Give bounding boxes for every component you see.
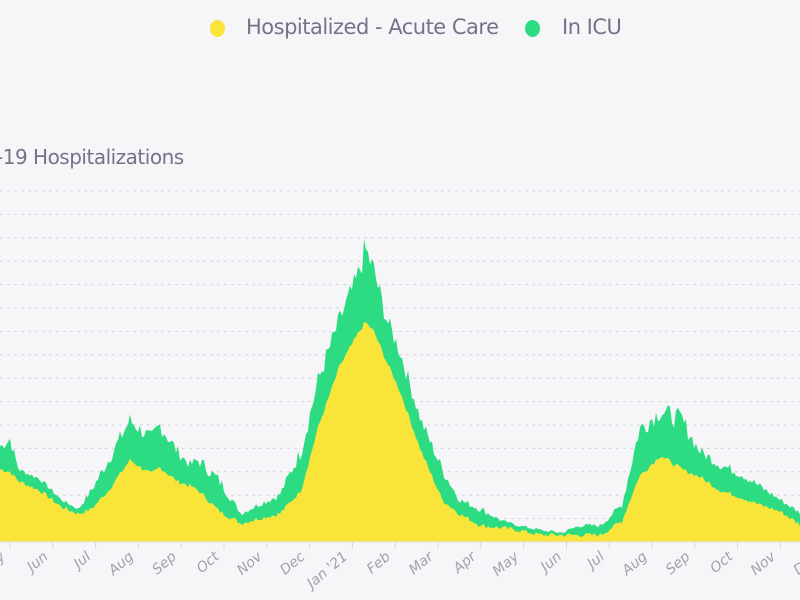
x-tick-label: Feb xyxy=(364,549,394,578)
x-tick-label: Dec xyxy=(277,549,308,579)
legend-label-acute-care[interactable]: Hospitalized - Acute Care xyxy=(246,15,499,39)
x-tick-label: Jun xyxy=(536,549,565,577)
area-in-icu xyxy=(0,239,800,542)
x-tick-label: Mar xyxy=(406,548,437,578)
x-tick-label: Aug xyxy=(619,549,651,580)
chart-title: -19 Hospitalizations xyxy=(0,145,184,169)
x-tick-label: Jul xyxy=(69,549,95,574)
x-tick-label: May xyxy=(0,548,9,579)
x-tick-label: Sep xyxy=(149,549,180,578)
x-tick-label: Oct xyxy=(707,548,736,576)
legend-label-icu[interactable]: In ICU xyxy=(562,15,622,39)
x-tick-label: Jul xyxy=(582,549,608,574)
x-tick-label: May xyxy=(490,548,523,579)
x-tick-label: Nov xyxy=(748,548,780,578)
x-tick-label: Nov xyxy=(234,548,266,578)
area-acute-care xyxy=(0,321,800,542)
x-tick-label: Aug xyxy=(105,549,137,580)
x-tick-label: Oct xyxy=(194,548,223,576)
x-tick-label: Jan '21 xyxy=(302,549,351,594)
x-tick-label: Jun xyxy=(22,549,51,577)
legend-dot-acute-care xyxy=(210,20,225,37)
legend-dot-icu xyxy=(525,20,540,37)
x-tick-label: Sep xyxy=(663,549,694,578)
legend: Hospitalized - Acute Care In ICU xyxy=(0,12,800,42)
x-tick-label: Apr xyxy=(450,548,481,577)
x-tick-label: Dec xyxy=(791,549,800,579)
